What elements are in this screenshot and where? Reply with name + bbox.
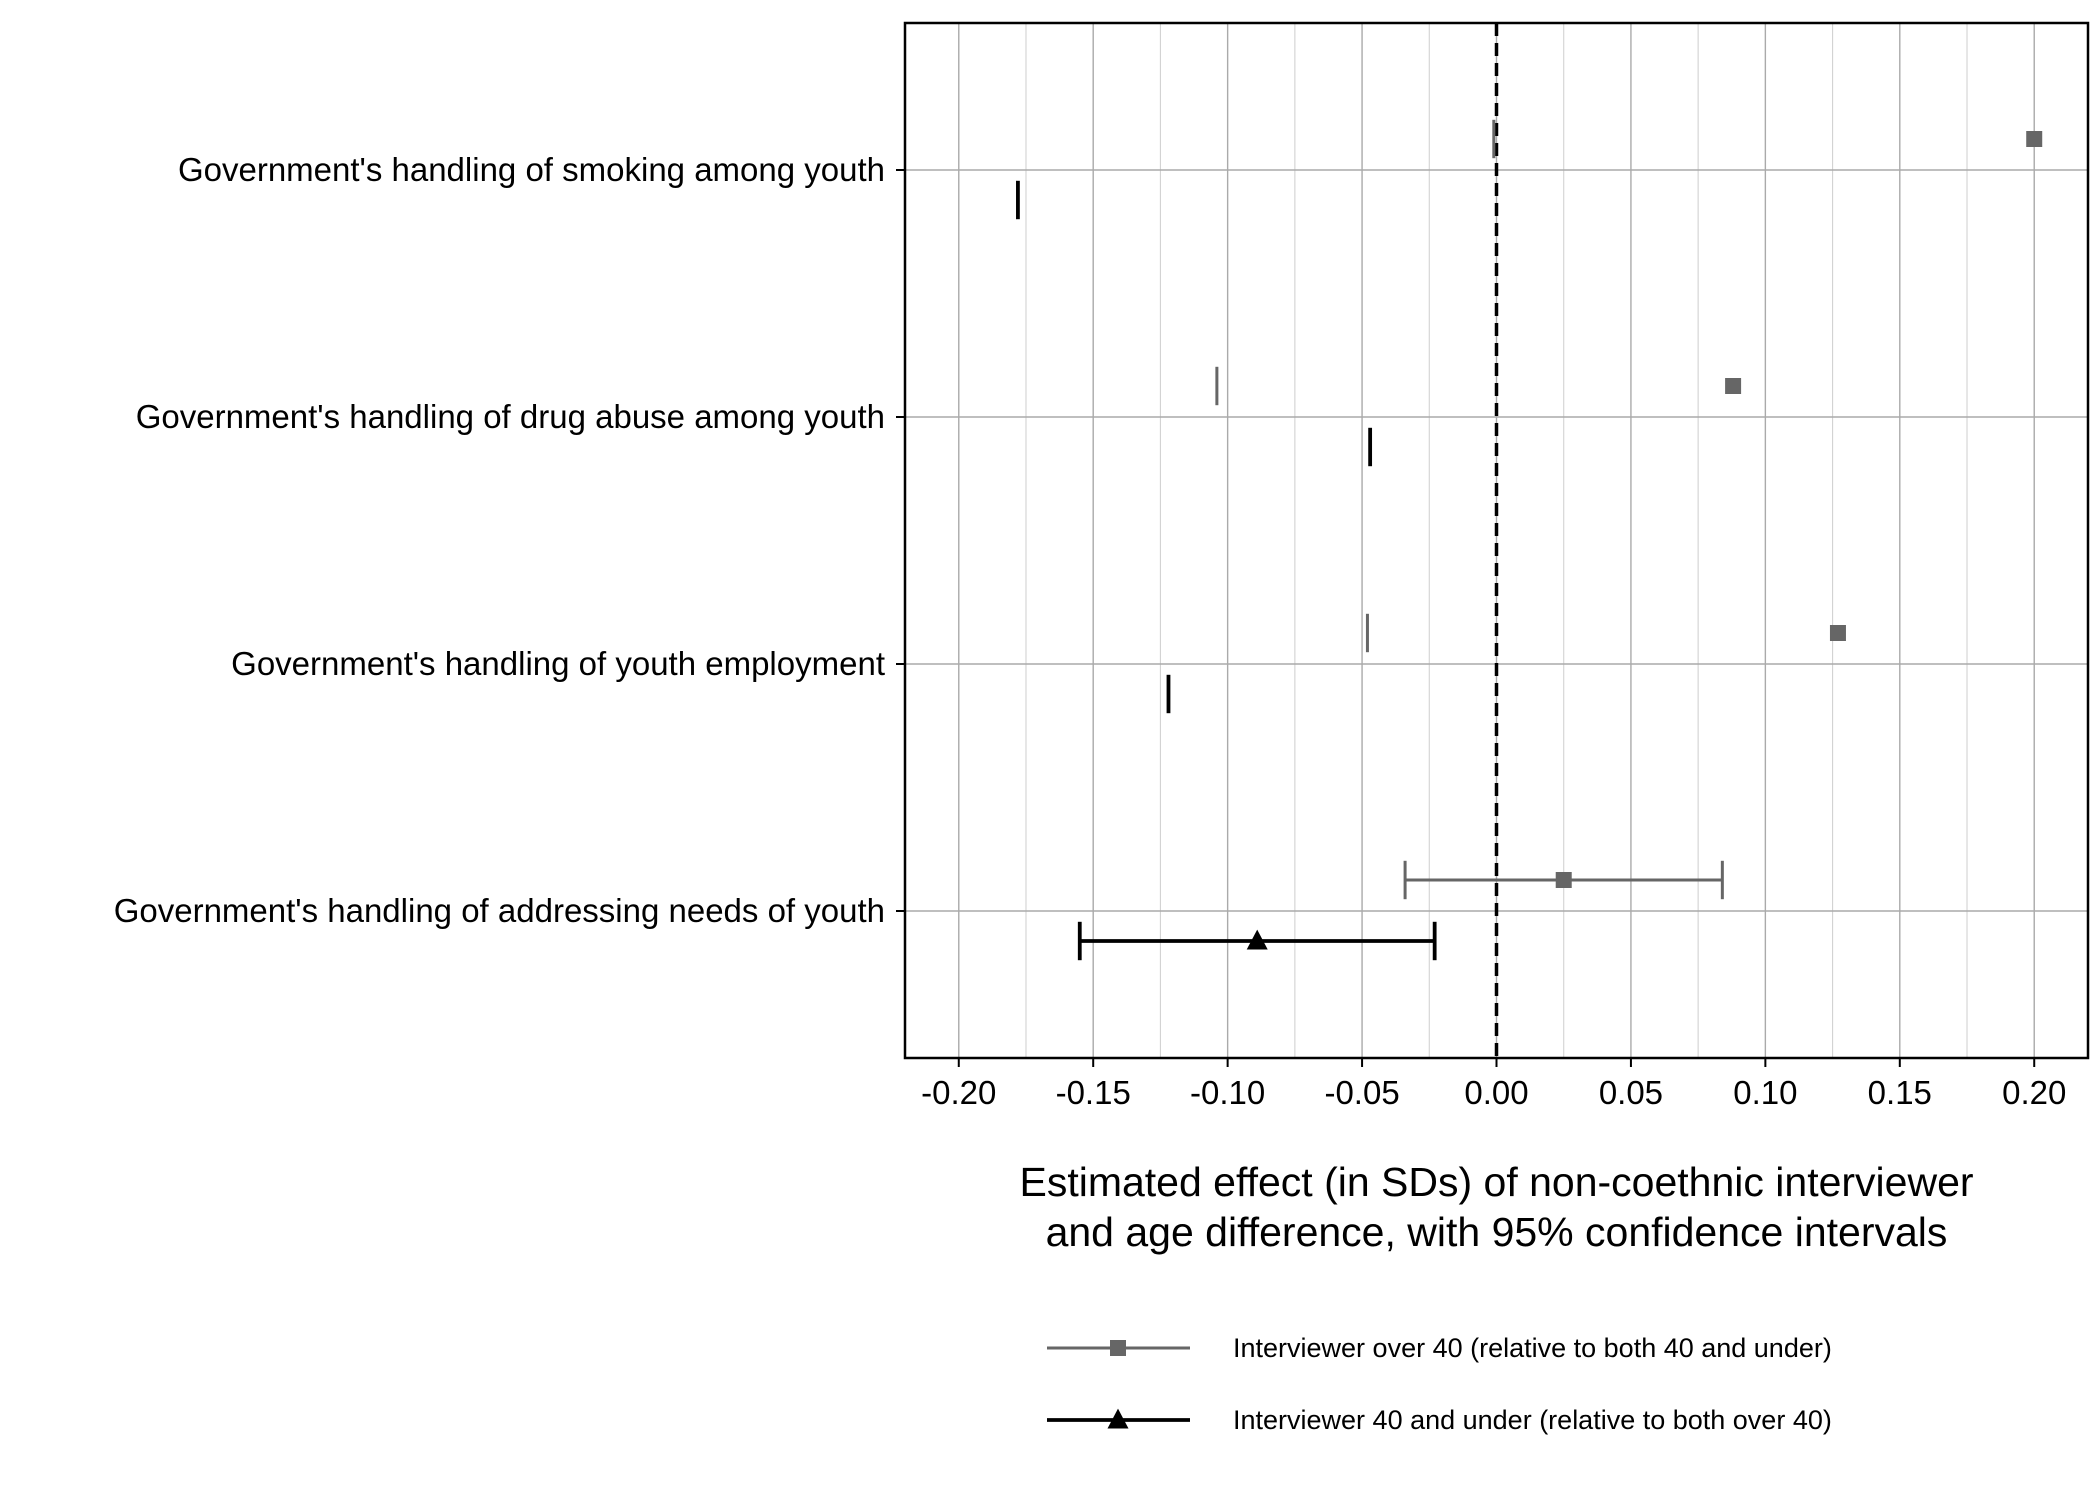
x-axis: -0.20 -0.15 -0.10 -0.05 0.00 0.05 0.10 0.15 0.20	[921, 1058, 2066, 1111]
legend-label: Interviewer 40 and under (relative to bo…	[1233, 1405, 1832, 1435]
x-tick-label: 0.00	[1464, 1074, 1528, 1111]
x-tick-label: 0.10	[1733, 1074, 1797, 1111]
series-1	[1215, 119, 2043, 900]
square-marker	[2026, 131, 2043, 147]
y-axis: Government's handling of smoking among y…	[114, 151, 905, 929]
x-tick-label: -0.15	[1056, 1074, 1131, 1111]
legend-item: Interviewer over 40 (relative to both 40…	[1047, 1333, 1832, 1363]
legend: Interviewer over 40 (relative to both 40…	[1047, 1333, 1832, 1435]
series-2	[1016, 180, 1437, 961]
x-axis-label: Estimated effect (in SDs) of non-coethni…	[1019, 1159, 1973, 1255]
legend-item: Interviewer 40 and under (relative to bo…	[1047, 1405, 1832, 1435]
x-tick-label: -0.10	[1190, 1074, 1265, 1111]
square-marker	[1110, 1340, 1126, 1356]
y-tick-label: Government's handling of addressing need…	[114, 892, 885, 929]
x-tick-label: -0.05	[1324, 1074, 1399, 1111]
y-tick-label: Government's handling of smoking among y…	[178, 151, 885, 188]
x-axis-title-line: Estimated effect (in SDs) of non-coethni…	[1019, 1159, 1973, 1205]
square-marker	[1829, 625, 1846, 641]
y-tick-label: Government's handling of youth employmen…	[231, 645, 885, 682]
square-marker	[1555, 872, 1572, 888]
x-tick-label: 0.05	[1599, 1074, 1663, 1111]
square-marker	[1725, 378, 1742, 394]
x-tick-label: -0.20	[921, 1074, 996, 1111]
triangle-marker	[1246, 929, 1268, 950]
legend-label: Interviewer over 40 (relative to both 40…	[1233, 1333, 1832, 1363]
y-tick-label: Government's handling of drug abuse amon…	[136, 398, 885, 435]
x-axis-title-line: and age difference, with 95% confidence …	[1046, 1209, 1948, 1255]
data-marks	[1016, 119, 2043, 961]
x-tick-label: 0.15	[1868, 1074, 1932, 1111]
x-tick-label: 0.20	[2002, 1074, 2066, 1111]
triangle-marker	[1107, 1408, 1129, 1429]
